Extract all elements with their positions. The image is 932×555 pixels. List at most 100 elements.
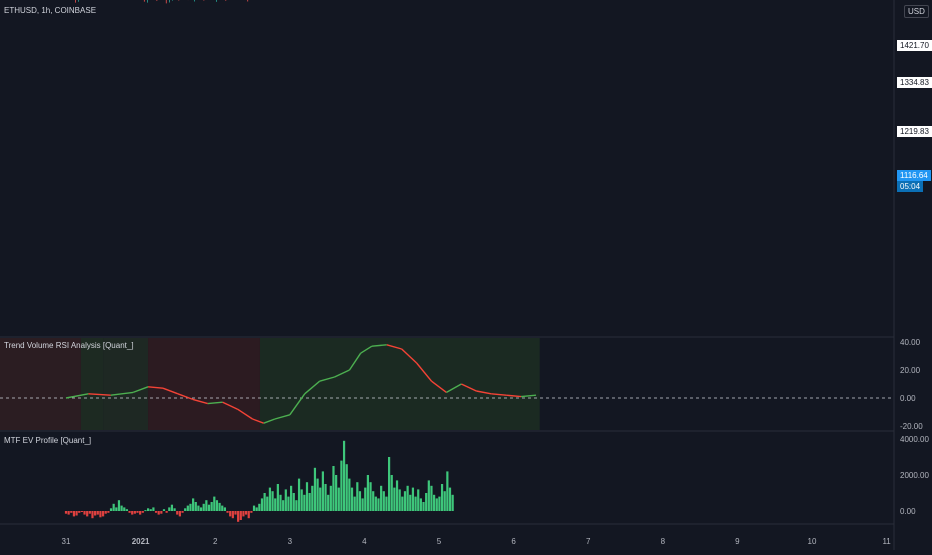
rsi-line-segment [65, 393, 89, 399]
symbol-label[interactable]: ETHUSD, 1h, COINBASE [4, 6, 97, 15]
time-tick-label: 3 [288, 537, 293, 546]
ev-bar [117, 500, 121, 511]
rsi-line-segment [132, 386, 149, 394]
ev-bar [70, 511, 73, 513]
ev-tick-label: 2000.00 [900, 471, 929, 480]
ev-bar [427, 480, 430, 511]
ev-bar [435, 498, 438, 511]
ev-bar [419, 498, 422, 511]
currency-button[interactable]: USD [904, 5, 929, 18]
ev-bar [178, 511, 181, 517]
ev-bar [409, 494, 412, 511]
ev-bar [448, 487, 452, 511]
rsi-tick-label: 0.00 [900, 394, 916, 403]
ev-bar [342, 440, 346, 511]
ev-bar [231, 511, 234, 519]
price-tag: 1116.64 [897, 170, 931, 181]
rsi-panel-title[interactable]: Trend Volume RSI Analysis [Quant_] [4, 341, 134, 350]
ev-bar [244, 511, 248, 515]
ev-bar [109, 508, 113, 511]
ev-bar [321, 471, 324, 511]
ev-bar [255, 507, 258, 511]
ev-bar [313, 467, 317, 511]
ev-bar [78, 511, 81, 513]
ev-bar [403, 491, 407, 511]
level-1-tag: 1421.70 [897, 40, 932, 51]
ev-bar [136, 511, 139, 513]
rsi-line-segment [386, 344, 402, 350]
rsi-line-segment [274, 414, 290, 420]
ev-bar [308, 493, 311, 511]
ev-bar [154, 511, 158, 513]
time-tick-label: 7 [586, 537, 591, 546]
ev-bar [332, 466, 335, 511]
ev-bar [282, 500, 285, 511]
ev-bar [406, 485, 409, 511]
ev-bar [189, 503, 192, 511]
rsi-background [0, 338, 81, 430]
ev-bar [91, 511, 94, 519]
ev-bar [316, 478, 319, 511]
ev-bar [414, 496, 417, 511]
ev-bar [133, 511, 136, 514]
ev-bar [348, 478, 351, 511]
ev-panel-title[interactable]: MTF EV Profile [Quant_] [4, 436, 92, 445]
ev-bar [250, 511, 253, 513]
ev-tick-label: 4000.00 [900, 435, 929, 444]
ev-bar [374, 496, 377, 511]
ev-bar [422, 502, 425, 511]
rsi-line-segment [348, 352, 362, 371]
ev-bar [356, 482, 359, 511]
ev-bar [67, 511, 70, 515]
ev-bar [319, 487, 322, 511]
ev-bar [287, 496, 290, 511]
ev-bar [443, 491, 446, 511]
ev-bar [377, 498, 380, 511]
ev-bar [80, 511, 83, 512]
rsi-line-segment [289, 393, 306, 416]
ev-bar [300, 489, 303, 511]
ev-bar [213, 496, 216, 511]
ev-bar [202, 503, 205, 511]
ev-bar [165, 511, 168, 513]
ev-bar [86, 511, 89, 517]
ev-bar [152, 507, 155, 511]
ev-bar [146, 508, 150, 511]
ev-bar [440, 484, 444, 511]
rsi-tick-label: 20.00 [900, 366, 921, 375]
ev-bar [170, 504, 174, 511]
rsi-line-segment [162, 387, 179, 395]
rsi-line-segment [237, 408, 253, 420]
ev-bar [242, 511, 245, 517]
ev-bar [438, 496, 441, 511]
ev-bar [446, 471, 449, 511]
ev-bar [96, 511, 99, 515]
rsi-line-segment [401, 348, 418, 364]
level-2-tag: 1334.83 [897, 77, 932, 88]
time-tick-label: 11 [882, 537, 891, 546]
rsi-background [148, 338, 260, 430]
ev-bar [237, 511, 240, 522]
ev-bar [99, 511, 102, 518]
ev-bar [335, 475, 338, 511]
ev-bar [210, 502, 213, 511]
ev-bar [226, 511, 229, 513]
ev-bar [176, 511, 179, 515]
rsi-line-segment [319, 376, 335, 382]
ev-bar [162, 509, 166, 511]
ev-bar [353, 496, 356, 511]
level-3-tag: 1219.83 [897, 126, 932, 137]
ev-bar [361, 498, 364, 511]
ev-bar [215, 500, 219, 511]
rsi-line-segment [334, 369, 350, 378]
ev-bar [83, 511, 86, 515]
time-tick-label: 31 [62, 537, 71, 546]
ev-bar [390, 475, 393, 511]
ev-bar [184, 508, 187, 511]
time-tick-label: 5 [437, 537, 442, 546]
rsi-line-segment [110, 391, 134, 396]
ev-bar [324, 484, 327, 511]
ev-bar [430, 485, 433, 511]
